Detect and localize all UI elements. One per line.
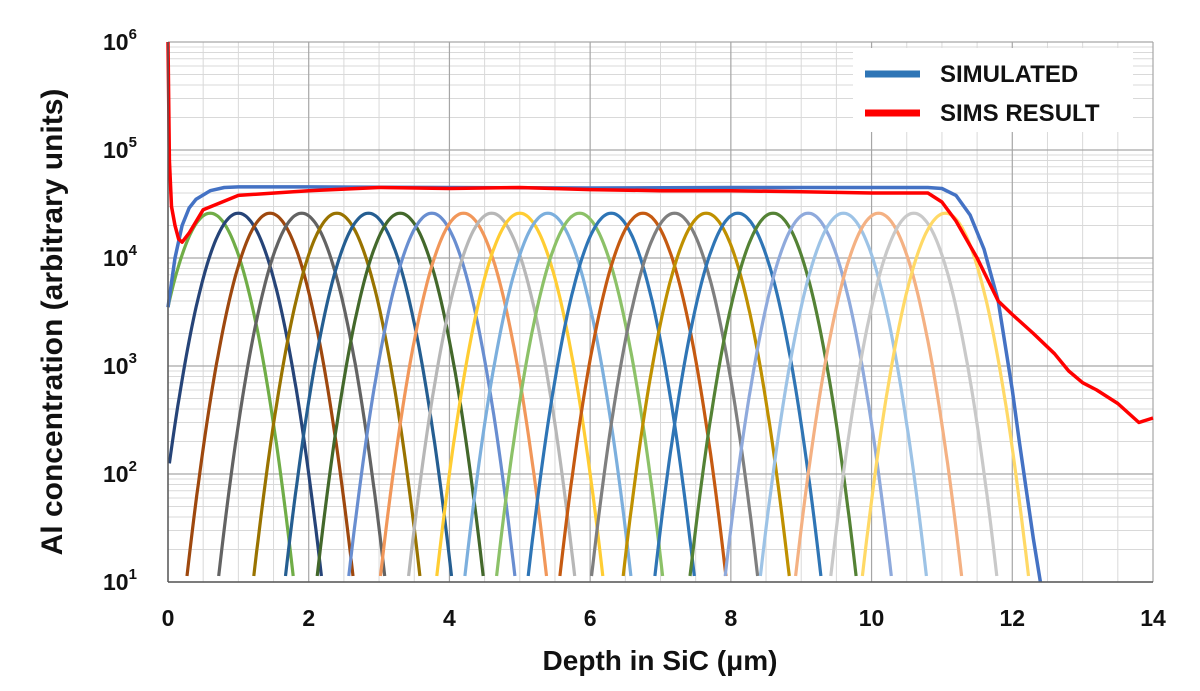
y-tick-label: 102 (103, 458, 137, 487)
x-tick-label: 8 (724, 605, 737, 631)
implant-profile-line (252, 211, 422, 577)
implant-profile-line (794, 211, 964, 577)
x-tick-label: 6 (584, 605, 597, 631)
x-tick-label: 2 (302, 605, 315, 631)
implant-profile-line (185, 211, 355, 577)
implant-profile-line (407, 211, 577, 577)
implant-profile-line (347, 211, 517, 577)
implant-profile-line (315, 211, 485, 577)
y-tick-label: 106 (103, 26, 137, 55)
implant-profile-line (621, 211, 791, 577)
legend-box (853, 48, 1133, 132)
implant-profile-line (526, 211, 696, 577)
x-tick-label: 12 (999, 605, 1025, 631)
y-axis-title: Al concentration (arbitrary units) (36, 89, 69, 556)
x-tick-labels: 0 2 4 6 8 10 12 14 (162, 605, 1166, 631)
x-axis-title: Depth in SiC (μm) (543, 645, 778, 676)
implant-profile-line (829, 211, 999, 577)
implant-profile-line (166, 211, 295, 577)
implant-profile-line (860, 211, 1031, 577)
axes (167, 42, 1153, 583)
implant-profile-line (558, 211, 728, 577)
legend-label-sims: SIMS RESULT (940, 100, 1100, 127)
implant-profile-line (217, 211, 387, 577)
implant-profile-line (723, 211, 893, 577)
implant-profile-line (589, 211, 760, 577)
legend-label-simulated: SIMULATED (940, 61, 1078, 88)
x-tick-label: 4 (443, 605, 456, 631)
implant-profile-line (758, 211, 928, 577)
implant-profile-line (378, 211, 549, 577)
x-tick-label: 10 (859, 605, 885, 631)
y-tick-label: 101 (103, 566, 137, 595)
implant-profile-line (653, 211, 823, 577)
x-tick-label: 14 (1140, 605, 1166, 631)
implant-profile-line (435, 211, 605, 577)
y-tick-label: 105 (103, 134, 137, 163)
series-line (166, 41, 1154, 425)
data-series (166, 41, 1154, 583)
implant-profile-line (495, 211, 665, 577)
implant-profiles (166, 211, 1031, 577)
y-tick-label: 103 (103, 350, 137, 379)
implant-profile-line (167, 211, 323, 577)
y-tick-labels: 101 102 103 104 105 106 (103, 26, 138, 595)
y-tick-label: 104 (103, 242, 138, 271)
legend: SIMULATED SIMS RESULT (853, 48, 1133, 132)
series-line (166, 185, 1043, 583)
implant-profile-line (463, 211, 633, 577)
implant-profile-line (283, 211, 454, 577)
implant-profile-line (688, 211, 858, 577)
x-tick-label: 0 (162, 605, 175, 631)
